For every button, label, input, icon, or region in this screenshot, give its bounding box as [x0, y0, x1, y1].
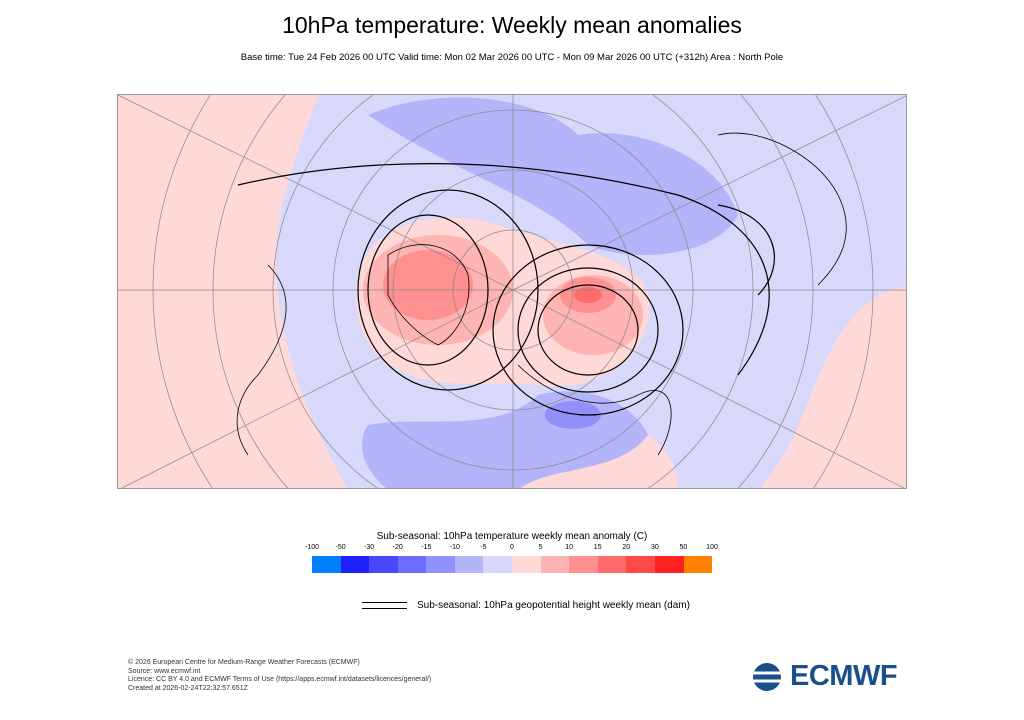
colorbar-swatch	[569, 556, 598, 573]
chart-subtitle: Base time: Tue 24 Feb 2026 00 UTC Valid …	[240, 52, 784, 63]
ecmwf-logo-text: ECMWF	[790, 660, 898, 692]
colorbar-swatch	[483, 556, 513, 573]
colorbar-swatch	[626, 556, 655, 573]
polar-map	[117, 94, 907, 489]
ecmwf-logo: ECMWF	[748, 660, 898, 693]
colorbar-tick-label: 15	[593, 544, 602, 551]
colorbar-tick-label: 5	[538, 544, 543, 551]
colorbar-tick-labels: -100 -50 -30 -20 -15 -10 -5 0 5 10 15 20 30 50 100	[298, 544, 726, 554]
colorbar-tick-label: -15	[421, 544, 432, 551]
contour-line-swatch	[362, 602, 407, 609]
colorbar-tick-label: 20	[622, 544, 631, 551]
colorbar-swatch	[654, 556, 684, 573]
geopotential-contours	[237, 163, 775, 416]
source: Source: www.ecmwf.int	[128, 667, 201, 675]
warm-anomaly-core	[574, 287, 602, 303]
warm-anomaly-region	[759, 285, 906, 488]
ecmwf-logo-icon	[750, 662, 784, 691]
colorbar-swatch	[340, 556, 370, 573]
warm-anomaly-region	[118, 95, 347, 488]
warm-anomaly-core	[383, 250, 473, 320]
colorbar-swatch	[426, 556, 455, 573]
colorbar-title: Sub-seasonal: 10hPa temperature weekly m…	[376, 531, 648, 542]
colorbar-tick-label: 0	[510, 544, 514, 551]
colorbar-swatch	[512, 556, 541, 573]
colorbar-swatch	[540, 556, 570, 573]
colorbar-tick-label: 30	[650, 544, 659, 551]
colorbar-swatch	[454, 556, 484, 573]
colorbar-tick-label: -100	[304, 544, 319, 551]
graticule	[118, 95, 906, 488]
colorbar-swatch	[597, 556, 627, 573]
colorbar-tick-label: -10	[449, 544, 460, 551]
cold-anomaly-core	[545, 401, 601, 429]
cold-anomaly-region	[368, 97, 738, 255]
colorbar-swatch	[683, 556, 713, 573]
colorbar-tick-label: 50	[679, 544, 688, 551]
colorbar-swatch	[312, 556, 341, 573]
colorbar	[312, 556, 713, 573]
contour-legend: Sub-seasonal: 10hPa geopotential height …	[362, 600, 690, 611]
colorbar-tick-label: 100	[706, 544, 718, 551]
colorbar-tick-label: -50	[335, 544, 346, 551]
colorbar-tick-label: -30	[364, 544, 375, 551]
created-at: Created at 2026-02-24T22:32:57.651Z	[128, 684, 248, 692]
coastlines	[236, 132, 847, 456]
contour-legend-label: Sub-seasonal: 10hPa geopotential height …	[417, 600, 690, 611]
licence: Licence: CC BY 4.0 and ECMWF Terms of Us…	[128, 676, 432, 684]
colorbar-tick-label: -20	[392, 544, 403, 551]
colorbar-tick-label: -5	[480, 544, 487, 551]
colorbar-swatch	[369, 556, 398, 573]
chart-title: 10hPa temperature: Weekly mean anomalies	[282, 12, 742, 38]
copyright: © 2026 European Centre for Medium-Range …	[128, 659, 360, 666]
colorbar-tick-label: 10	[565, 544, 574, 551]
colorbar-swatch	[397, 556, 427, 573]
footer: © 2026 European Centre for Medium-Range …	[128, 659, 431, 693]
